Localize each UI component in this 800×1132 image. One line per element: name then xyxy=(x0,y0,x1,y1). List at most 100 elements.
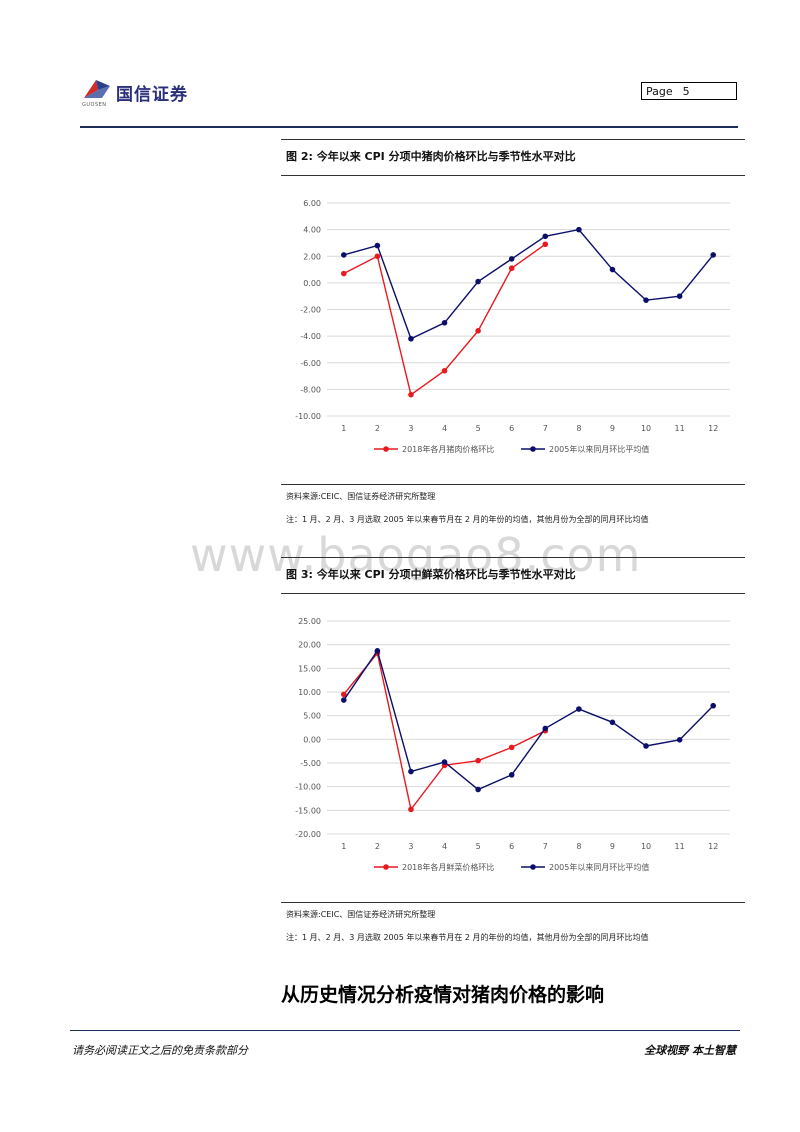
x-tick-label: 8 xyxy=(576,842,581,851)
data-point xyxy=(340,252,347,258)
data-point xyxy=(374,242,381,249)
legend-label: 2005年以来同月环比平均值 xyxy=(549,444,649,454)
data-point xyxy=(475,278,481,285)
legend-label: 2018年各月猪肉价格环比 xyxy=(402,444,494,454)
series-line-1 xyxy=(343,228,714,340)
y-tick-label: 25.00 xyxy=(298,617,321,626)
y-tick-label: 4.00 xyxy=(303,226,321,235)
x-tick-label: 4 xyxy=(442,424,447,433)
data-point xyxy=(408,806,414,813)
y-tick-label: 10.00 xyxy=(298,688,321,697)
header-rule xyxy=(80,126,738,128)
y-tick-label: 0.00 xyxy=(303,279,321,288)
data-point xyxy=(441,759,448,765)
y-tick-label: 0.00 xyxy=(303,735,321,744)
figure-3-title-rule xyxy=(281,593,745,594)
data-point xyxy=(676,293,683,299)
data-point xyxy=(374,253,381,260)
data-point xyxy=(441,367,448,374)
y-tick-label: 15.00 xyxy=(298,664,321,673)
data-point xyxy=(508,744,515,751)
data-point xyxy=(340,691,347,698)
figure-2-top-rule xyxy=(281,139,745,140)
x-tick-label: 6 xyxy=(509,842,514,851)
x-tick-label: 6 xyxy=(509,424,514,433)
figure-3-title: 图 3: 今年以来 CPI 分项中鲜菜价格环比与季节性水平对比 xyxy=(286,568,576,581)
x-tick-label: 11 xyxy=(675,842,685,851)
data-point xyxy=(542,241,549,248)
figure-3-chart: 25.00 20.00 15.00 10.00 5.00 0.00 -5.00 -10.00 -… xyxy=(295,617,730,872)
y-tick-label: -20.00 xyxy=(295,830,321,839)
watermark: www.baogao8.com xyxy=(190,528,642,582)
section-heading: 从历史情况分析疫情对猪肉价格的影响 xyxy=(281,984,605,1006)
y-tick-label: 5.00 xyxy=(303,712,321,721)
y-tick-label: -8.00 xyxy=(300,385,321,394)
data-point xyxy=(408,768,414,775)
footer-rule xyxy=(70,1030,740,1031)
x-tick-label: 8 xyxy=(576,424,581,433)
legend-marker xyxy=(383,864,389,870)
x-tick-label: 12 xyxy=(708,842,718,851)
data-point xyxy=(576,706,582,712)
figure-2-title: 图 2: 今年以来 CPI 分项中猪肉价格环比与季节性水平对比 xyxy=(286,150,576,163)
data-point xyxy=(508,256,515,262)
x-tick-label: 1 xyxy=(341,424,346,433)
data-point xyxy=(710,252,717,258)
legend-label: 2005年以来同月环比平均值 xyxy=(549,862,649,872)
y-tick-label: 6.00 xyxy=(303,199,321,208)
x-tick-label: 9 xyxy=(610,424,615,433)
series-line-0 xyxy=(343,651,546,812)
data-point xyxy=(643,297,649,303)
y-tick-label: -6.00 xyxy=(300,359,321,368)
data-point xyxy=(710,702,717,709)
figure-2-source: 资料来源:CEIC、国信证券经济研究所整理 xyxy=(286,492,436,501)
x-tick-label: 3 xyxy=(408,424,413,433)
page-label: Page xyxy=(646,85,673,98)
x-tick-label: 2 xyxy=(375,842,380,851)
logo-mark-icon xyxy=(84,80,110,98)
footer-disclaimer: 请务必阅读正文之后的免责条款部分 xyxy=(72,1044,248,1057)
company-logo: 国信证券 GUOSEN xyxy=(82,78,202,108)
x-tick-label: 2 xyxy=(375,424,380,433)
figure-3-note: 注：1 月、2 月、3 月选取 2005 年以来春节月在 2 月的年份的均值，其… xyxy=(286,933,649,942)
figure-2-bottom-rule xyxy=(281,484,745,485)
data-point xyxy=(508,265,515,272)
data-point xyxy=(609,719,616,726)
brand-sub: GUOSEN xyxy=(82,102,107,108)
x-tick-label: 5 xyxy=(476,842,481,851)
data-point xyxy=(643,743,649,749)
brand-name: 国信证券 xyxy=(116,85,188,105)
legend-marker xyxy=(530,864,536,870)
x-tick-label: 1 xyxy=(341,842,346,851)
data-point xyxy=(576,226,582,233)
figure-3-source: 资料来源:CEIC、国信证券经济研究所整理 xyxy=(286,910,436,919)
x-tick-label: 10 xyxy=(641,424,651,433)
x-tick-label: 11 xyxy=(675,424,685,433)
legend-label: 2018年各月鲜菜价格环比 xyxy=(402,862,494,872)
x-tick-label: 10 xyxy=(641,842,651,851)
data-point xyxy=(340,697,347,703)
data-point xyxy=(374,648,381,654)
data-point xyxy=(408,391,414,398)
data-point xyxy=(340,270,347,277)
series-line-1 xyxy=(343,649,714,791)
figure-2-chart: 6.00 4.00 2.00 0.00 -2.00 -4.00 -6.00 -8.00 -10.… xyxy=(295,199,730,454)
figure-2-title-rule xyxy=(281,175,745,176)
y-tick-label: -10.00 xyxy=(295,783,321,792)
legend-marker xyxy=(530,446,536,452)
figure-3-bottom-rule xyxy=(281,902,745,903)
y-tick-label: -15.00 xyxy=(295,806,321,815)
legend-marker xyxy=(383,446,389,452)
page-indicator: Page 5 xyxy=(641,82,737,100)
x-tick-label: 3 xyxy=(408,842,413,851)
page-number: 5 xyxy=(682,85,690,98)
figure-3-top-rule xyxy=(281,557,745,558)
data-point xyxy=(508,772,515,778)
footer-slogan: 全球视野 本土智慧 xyxy=(644,1044,736,1057)
y-tick-label: 2.00 xyxy=(303,252,321,261)
data-point xyxy=(542,725,549,732)
x-tick-label: 7 xyxy=(543,842,548,851)
data-point xyxy=(408,335,414,342)
y-tick-label: -5.00 xyxy=(300,759,321,768)
data-point xyxy=(475,786,481,793)
